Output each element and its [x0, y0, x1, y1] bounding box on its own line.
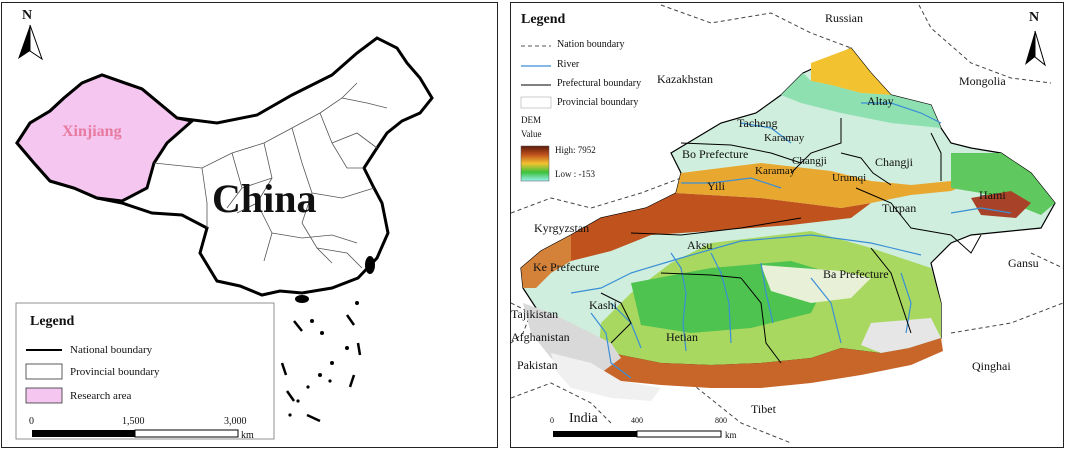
scale-tick-1: 400 — [631, 416, 643, 425]
label-india: India — [569, 411, 598, 426]
label-changji-small: Changji — [792, 155, 827, 167]
north-arrow-icon — [18, 24, 43, 61]
label-yili: Yili — [707, 179, 726, 193]
north-arrow-icon — [1025, 30, 1046, 67]
label-gansu: Gansu — [1008, 256, 1039, 270]
scale-tick-0: 0 — [29, 416, 34, 427]
scale-bar — [553, 430, 722, 438]
label-qinghai: Qinghai — [972, 359, 1011, 373]
china-location-map: N Xinjiang China Legend National boundar… — [1, 2, 498, 448]
label-hetian: Hetian — [666, 330, 698, 344]
legend-nation-boundary: Nation boundary — [557, 39, 625, 50]
prefectural-boundaries — [600, 118, 982, 364]
north-label: N — [22, 8, 33, 23]
legend-title: Legend — [30, 314, 75, 329]
label-hami: Hami — [979, 188, 1006, 202]
provincial-boundary-swatch — [25, 363, 63, 380]
islands — [288, 256, 375, 417]
legend-title: Legend — [521, 12, 566, 27]
label-aksu: Aksu — [687, 238, 713, 252]
dem-value-label: Value — [521, 129, 542, 139]
dem-high-label: High: 7952 — [555, 145, 596, 155]
label-karamay-north: Karamay — [764, 132, 805, 144]
legend-prefectural-boundary: Prefectural boundary — [557, 78, 642, 89]
dem-title: DEM — [521, 115, 541, 125]
provincial-boundaries — [153, 82, 388, 269]
label-russian: Russian — [825, 11, 864, 25]
label-bo-prefecture: Bo Prefecture — [682, 147, 749, 161]
xinjiang-dem-map: Legend Nation boundary River Prefectural… — [510, 2, 1064, 448]
legend-research-area: Research area — [70, 390, 132, 402]
label-tajikistan: Tajikistan — [511, 307, 559, 321]
dem-gradient-swatch — [520, 145, 550, 182]
scale-tick-2: 3,000 — [224, 416, 247, 427]
north-label: N — [1029, 10, 1040, 25]
label-altay: Altay — [867, 94, 894, 108]
label-tacheng: Tacheng — [737, 116, 778, 130]
label-pakistan: Pakistan — [517, 358, 558, 372]
label-ba-prefecture: Ba Prefecture — [823, 267, 889, 281]
legend-provincial-boundary: Provincial boundary — [70, 366, 160, 378]
label-ke-prefecture: Ke Prefecture — [533, 260, 600, 274]
label-kazakhstan: Kazakhstan — [657, 72, 713, 86]
nine-dash-line — [280, 314, 362, 423]
label-turpan: Turpan — [882, 201, 917, 215]
label-urumqi: Urumqi — [832, 172, 867, 184]
xinjiang-research-area — [15, 73, 196, 203]
nation-boundaries — [511, 4, 1063, 444]
legend-provincial-boundary: Provincial boundary — [557, 97, 639, 108]
scale-unit: km — [725, 430, 737, 440]
research-area-swatch — [25, 387, 63, 404]
scale-tick-1: 1,500 — [122, 416, 145, 427]
scale-tick-0: 0 — [550, 416, 554, 425]
scale-unit: km — [241, 430, 254, 441]
china-label: China — [212, 176, 317, 221]
legend-national-boundary: National boundary — [70, 344, 153, 356]
dem-terrain — [521, 48, 1055, 401]
china-map-canvas — [15, 24, 434, 440]
label-mongolia: Mongolia — [959, 74, 1006, 88]
provincial-boundary-swatch — [520, 96, 552, 109]
label-karamay-south: Karamay — [755, 165, 796, 177]
label-tibet: Tibet — [751, 402, 776, 416]
scale-tick-2: 800 — [715, 416, 727, 425]
xinjiang-label: Xinjiang — [62, 123, 122, 140]
label-kashi: Kashi — [589, 298, 617, 312]
dem-low-label: Low : -153 — [555, 169, 595, 179]
label-kyrgyzstan: Kyrgyzstan — [534, 221, 590, 235]
label-afghanistan: Afghanistan — [511, 330, 570, 344]
scale-bar — [32, 429, 239, 438]
xinjiang-map-canvas — [511, 4, 1063, 444]
label-changji: Changji — [875, 155, 913, 169]
legend-river: River — [557, 59, 580, 70]
